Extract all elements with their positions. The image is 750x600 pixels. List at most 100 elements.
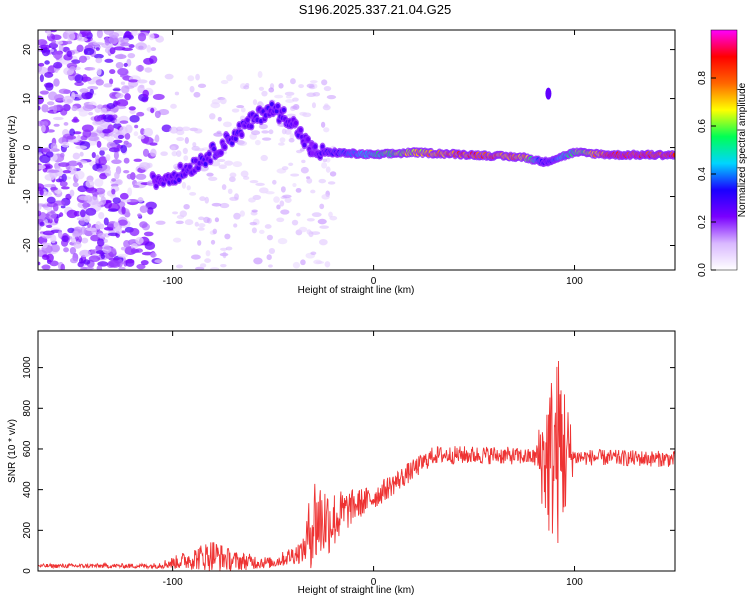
spectrogram-noise-blob — [136, 263, 146, 270]
spectrogram-noise-blob — [306, 218, 315, 222]
spectrogram-y-tick-label: 10 — [22, 93, 33, 105]
spectrogram-noise-blob — [50, 30, 57, 33]
spectrogram-noise-blob — [89, 67, 96, 71]
spectrogram-noise-blob — [71, 105, 78, 112]
spectrogram-noise-blob — [186, 185, 191, 191]
spectrogram-noise-blob — [306, 177, 313, 184]
spectrogram-noise-blob — [114, 119, 120, 125]
spectrogram-ridge-blob — [298, 127, 303, 133]
spectrogram-noise-blob — [96, 168, 105, 173]
snr-y-tick-label: 400 — [22, 481, 33, 498]
spectrogram-noise-blob — [58, 43, 64, 53]
spectrogram-noise-blob — [176, 214, 185, 220]
spectrogram-noise-blob — [274, 94, 284, 99]
spectrogram-noise-blob — [310, 251, 317, 255]
spectrogram-noise-blob — [135, 65, 145, 72]
spectrogram-noise-blob — [65, 40, 73, 45]
spectrogram-noise-blob — [311, 102, 316, 109]
spectrogram-noise-blob — [319, 238, 328, 246]
spectrogram-noise-blob — [73, 131, 82, 135]
spectrogram-noise-blob — [300, 166, 309, 174]
spectrogram-noise-blob — [108, 35, 119, 45]
spectrogram-noise-blob — [39, 74, 44, 83]
spectrogram-noise-blob — [38, 39, 48, 46]
spectrogram-noise-blob — [112, 139, 123, 144]
spectrogram-noise-blob — [93, 115, 102, 122]
spectrogram-noise-blob — [205, 250, 211, 257]
spectrogram-noise-blob — [55, 178, 63, 183]
spectrogram-noise-blob — [213, 132, 224, 137]
spectrogram-noise-blob — [103, 114, 114, 123]
spectrogram-noise-blob — [98, 156, 108, 166]
spectrogram-noise-blob — [154, 110, 161, 119]
spectrogram-noise-blob — [197, 83, 207, 89]
spectrogram-noise-blob — [41, 242, 48, 249]
spectrogram-noise-blob — [112, 197, 121, 204]
spectrogram-noise-blob — [136, 79, 148, 84]
spectrogram-noise-blob — [95, 47, 100, 51]
spectrogram-noise-blob — [74, 74, 84, 83]
snr-x-tick-label: 0 — [371, 577, 377, 588]
spectrogram-noise-blob — [57, 229, 63, 239]
spectrogram-noise-blob — [119, 74, 129, 78]
spectrogram-noise-blob — [139, 205, 149, 213]
spectrogram-noise-blob — [139, 84, 145, 89]
spectrogram-noise-blob — [136, 111, 145, 117]
spectrogram-noise-blob — [154, 259, 163, 264]
spectrogram-noise-blob — [144, 241, 156, 251]
spectrogram-noise-blob — [233, 223, 238, 228]
spectrogram-noise-blob — [48, 91, 58, 101]
spectrogram-noise-blob — [272, 179, 277, 185]
spectrogram-noise-blob — [148, 33, 155, 41]
spectrogram-noise-blob — [198, 223, 206, 228]
spectrogram-noise-blob — [144, 67, 153, 73]
spectrogram-ridge-blob — [275, 103, 280, 109]
spectrogram-noise-blob — [120, 246, 126, 251]
spectrogram-noise-blob — [289, 133, 295, 140]
spectrogram-noise-blob — [129, 109, 136, 115]
chart-title: S196.2025.337.21.04.G25 — [298, 2, 452, 17]
spectrogram-noise-blob — [58, 162, 70, 167]
spectrogram-noise-blob — [155, 220, 166, 225]
spectrogram-noise-blob — [284, 91, 295, 96]
spectrogram-noise-blob — [285, 99, 295, 103]
spectrogram-ridge-blob — [269, 102, 274, 107]
spectrogram-noise-blob — [210, 239, 216, 245]
spectrogram-noise-blob — [210, 267, 220, 270]
spectrogram-y-tick-label: -20 — [22, 238, 33, 253]
spectrogram-ridge-blob — [219, 150, 224, 155]
spectrogram-noise-blob — [306, 83, 315, 88]
spectrogram-x-ticks: -100 0 100 — [163, 30, 583, 287]
spectrogram-noise-blob — [66, 50, 73, 58]
spectrogram-noise-blob — [143, 127, 154, 137]
spectrogram-noise-blob — [187, 75, 195, 82]
spectrogram-noise-blob — [176, 136, 185, 142]
spectrogram-noise-blob — [278, 142, 285, 146]
spectrogram-noise-blob — [195, 73, 200, 81]
spectrogram-noise-blob — [175, 264, 184, 269]
spectrogram-noise-blob — [105, 154, 111, 162]
spectrogram-noise-blob — [48, 169, 60, 173]
spectrogram-noise-blob — [107, 232, 120, 237]
spectrogram-noise-blob — [261, 90, 268, 97]
spectrogram-noise-blob — [79, 151, 84, 157]
spectrogram-noise-blob — [46, 196, 56, 204]
spectrogram-noise-blob — [280, 209, 290, 215]
spectrogram-noise-blob — [89, 88, 94, 96]
spectrogram-noise-blob — [130, 243, 138, 250]
spectrogram-noise-blob — [123, 157, 130, 164]
spectrogram-noise-blob — [266, 254, 272, 261]
spectrogram-ridge-blob — [239, 132, 244, 138]
spectrogram-noise-blob — [69, 189, 75, 197]
spectrogram-noise-blob — [100, 196, 107, 206]
colorbar-gradient — [710, 29, 738, 271]
spectrogram-noise-blob — [104, 37, 110, 46]
spectrogram-noise-blob — [236, 105, 245, 109]
spectrogram-noise-blob — [58, 88, 70, 94]
spectrogram-noise-blob — [194, 128, 203, 134]
spectrogram-noise-blob — [38, 95, 45, 105]
spectrogram-noise-blob — [41, 104, 49, 113]
spectrogram-noise-blob — [214, 217, 220, 223]
spectrogram-noise-blob — [298, 84, 304, 89]
spectrogram-noise-blob — [60, 108, 68, 116]
